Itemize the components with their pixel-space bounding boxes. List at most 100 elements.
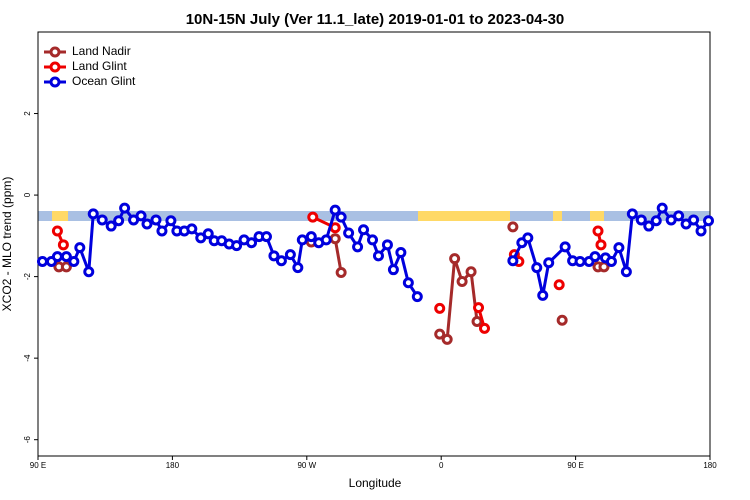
data-point: [613, 242, 625, 254]
data-point: [36, 256, 48, 268]
data-point: [335, 267, 347, 279]
x-tick-label: 90 W: [297, 461, 316, 470]
data-point: [471, 315, 483, 327]
data-point: [592, 225, 604, 237]
data-point: [553, 279, 565, 291]
legend-marker: [49, 46, 61, 58]
data-point: [246, 237, 258, 249]
y-tick-label: 0: [23, 192, 32, 197]
data-point: [456, 276, 468, 288]
data-point: [343, 227, 355, 239]
legend-marker: [49, 61, 61, 73]
data-point: [87, 208, 99, 220]
data-point: [507, 221, 519, 233]
data-point: [284, 249, 296, 261]
data-point: [387, 264, 399, 276]
data-point: [96, 214, 108, 226]
data-point: [507, 255, 519, 267]
data-point: [186, 223, 198, 235]
data-point: [626, 208, 638, 220]
data-point: [473, 302, 485, 314]
legend-label: Land Glint: [72, 59, 127, 73]
data-point: [329, 233, 341, 245]
x-tick-label: 180: [166, 461, 180, 470]
data-point: [650, 215, 662, 227]
data-point: [352, 241, 364, 253]
data-point: [559, 241, 571, 253]
data-point: [367, 234, 379, 246]
data-point: [268, 250, 280, 262]
x-tick-label: 90 E: [30, 461, 46, 470]
plot-frame: [37, 31, 711, 457]
data-point: [531, 262, 543, 274]
data-point: [296, 234, 308, 246]
data-point: [150, 214, 162, 226]
data-point: [113, 215, 125, 227]
data-point: [275, 255, 287, 267]
data-point: [673, 210, 685, 222]
data-point: [292, 262, 304, 274]
y-tick-label: -6: [23, 436, 32, 444]
data-point: [260, 231, 272, 243]
data-point: [643, 220, 655, 232]
y-tick-label: -2: [23, 273, 32, 281]
data-point: [51, 251, 63, 263]
data-point: [695, 225, 707, 237]
data-point: [68, 256, 80, 268]
data-point: [479, 322, 491, 334]
land-mask: [38, 211, 710, 221]
x-tick-label: 90 E: [567, 461, 583, 470]
data-point: [688, 214, 700, 226]
data-point: [589, 251, 601, 263]
data-point: [57, 239, 69, 251]
data-point: [335, 211, 347, 223]
ocean-band: [38, 211, 710, 221]
x-tick-label: 180: [703, 461, 717, 470]
land-band: [52, 211, 68, 221]
land-band: [418, 211, 510, 221]
data-point: [543, 257, 555, 269]
data-point: [119, 202, 131, 214]
data-point: [372, 250, 384, 262]
y-tick-label: 2: [23, 111, 32, 116]
data-point: [441, 333, 453, 345]
data-point: [165, 215, 177, 227]
data-point: [703, 215, 715, 227]
data-point: [537, 289, 549, 301]
data-point: [522, 232, 534, 244]
data-point: [556, 314, 568, 326]
land-band: [590, 211, 604, 221]
data-point: [411, 291, 423, 303]
data-point: [60, 251, 72, 263]
data-point: [434, 302, 446, 314]
y-tick-label: -4: [23, 354, 32, 362]
data-point: [656, 202, 668, 214]
data-point: [329, 222, 341, 234]
y-axis-label: XCO2 - MLO trend (ppm): [0, 177, 14, 312]
x-axis-label: Longitude: [349, 476, 402, 490]
data-point: [74, 242, 86, 254]
data-point: [51, 225, 63, 237]
data-point: [231, 240, 243, 252]
data-point: [605, 256, 617, 268]
data-point: [83, 266, 95, 278]
data-point: [156, 225, 168, 237]
data-point: [358, 224, 370, 236]
data-point: [305, 231, 317, 243]
data-point: [574, 256, 586, 268]
data-point: [434, 328, 446, 340]
data-point: [320, 234, 332, 246]
land-band: [553, 211, 562, 221]
legend-label: Land Nadir: [72, 44, 131, 58]
chart-title: 10N-15N July (Ver 11.1_late) 2019-01-01 …: [186, 11, 565, 28]
data-point: [60, 261, 72, 273]
data-point: [307, 211, 319, 223]
data-point: [135, 210, 147, 222]
data-point: [595, 239, 607, 251]
data-point: [381, 239, 393, 251]
x-tick-label: 0: [439, 461, 444, 470]
legend-marker: [49, 76, 61, 88]
data-point: [141, 218, 153, 230]
data-point: [465, 266, 477, 278]
